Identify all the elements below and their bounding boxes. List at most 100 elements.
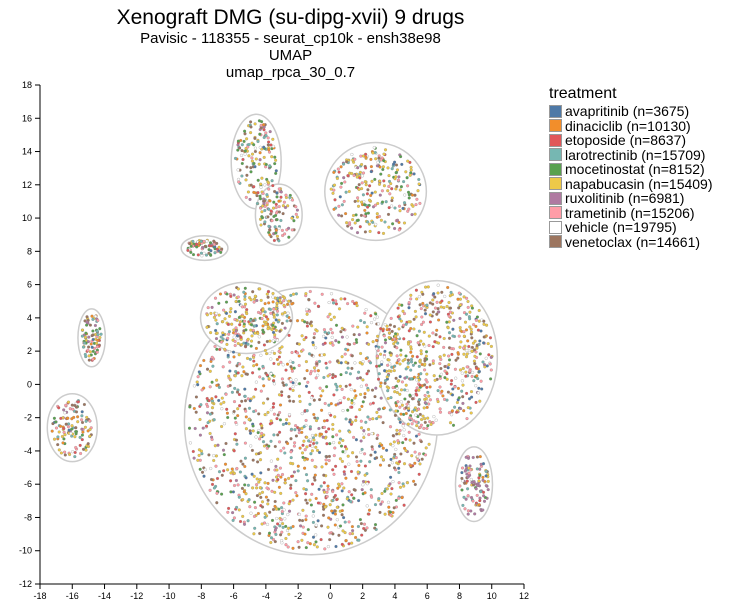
scatter-point — [354, 213, 358, 217]
scatter-point — [96, 318, 100, 323]
scatter-point — [281, 381, 285, 385]
scatter-point — [278, 346, 282, 351]
scatter-point — [312, 398, 316, 402]
scatter-point — [256, 511, 260, 516]
scatter-point — [260, 424, 264, 428]
scatter-point — [389, 442, 393, 446]
scatter-point — [210, 399, 215, 403]
scatter-point — [187, 426, 192, 430]
scatter-point — [352, 342, 356, 346]
scatter-point — [87, 358, 91, 362]
scatter-point — [398, 375, 402, 379]
scatter-point — [81, 345, 86, 349]
scatter-point — [228, 360, 232, 364]
scatter-point — [273, 296, 277, 300]
scatter-point — [406, 365, 410, 369]
scatter-point — [304, 492, 308, 496]
scatter-point — [373, 395, 377, 399]
scatter-point — [228, 369, 232, 373]
scatter-point — [415, 197, 419, 201]
scatter-point — [71, 407, 75, 411]
scatter-point — [322, 481, 326, 485]
scatter-point — [93, 323, 97, 328]
scatter-point — [312, 543, 316, 547]
scatter-point — [355, 459, 359, 464]
scatter-point — [389, 353, 393, 357]
scatter-point — [397, 327, 401, 331]
scatter-point — [447, 331, 452, 335]
scatter-point — [271, 478, 275, 482]
scatter-point — [390, 204, 394, 208]
scatter-point — [426, 285, 430, 289]
scatter-point — [383, 341, 388, 345]
scatter-point — [266, 136, 270, 140]
scatter-point — [340, 459, 344, 463]
scatter-point — [251, 424, 255, 428]
scatter-point — [84, 419, 88, 423]
scatter-point — [259, 434, 263, 438]
scatter-point — [290, 369, 294, 373]
scatter-point — [333, 512, 337, 516]
scatter-point — [256, 139, 260, 144]
y-tick-label: -4 — [24, 446, 32, 456]
scatter-point — [366, 415, 370, 419]
scatter-point — [309, 503, 313, 507]
scatter-point — [222, 400, 226, 404]
scatter-point — [402, 412, 406, 416]
scatter-point — [252, 143, 256, 147]
scatter-point — [357, 499, 361, 503]
scatter-point — [295, 494, 299, 498]
scatter-point — [210, 355, 214, 359]
scatter-point — [291, 385, 295, 389]
scatter-point — [393, 334, 398, 338]
scatter-point — [262, 123, 266, 127]
scatter-point — [382, 406, 386, 410]
scatter-point — [486, 342, 490, 346]
scatter-point — [216, 443, 220, 447]
scatter-point — [448, 310, 452, 314]
scatter-point — [364, 356, 368, 361]
scatter-point — [458, 316, 462, 321]
scatter-point — [479, 329, 483, 333]
scatter-point — [252, 532, 256, 536]
scatter-point — [79, 451, 83, 456]
scatter-point — [253, 500, 257, 504]
scatter-point — [413, 450, 417, 454]
scatter-point — [215, 501, 219, 505]
scatter-point — [472, 348, 477, 352]
scatter-point — [423, 383, 427, 387]
scatter-point — [344, 384, 348, 388]
scatter-point — [305, 321, 309, 325]
scatter-point — [339, 165, 343, 169]
scatter-point — [91, 333, 95, 337]
scatter-point — [226, 468, 230, 472]
scatter-point — [380, 200, 385, 204]
scatter-point — [432, 292, 436, 296]
scatter-point — [333, 523, 337, 527]
scatter-point — [351, 213, 356, 218]
scatter-point — [471, 341, 475, 345]
scatter-point — [347, 542, 351, 546]
scatter-point — [188, 405, 192, 409]
scatter-point — [288, 387, 292, 391]
scatter-point — [240, 161, 244, 166]
scatter-point — [277, 210, 281, 214]
scatter-point — [465, 417, 469, 421]
scatter-point — [390, 199, 394, 203]
scatter-point — [263, 183, 267, 187]
scatter-point — [259, 389, 263, 393]
scatter-point — [343, 180, 347, 184]
scatter-point — [256, 310, 261, 314]
scatter-point — [287, 422, 291, 426]
scatter-point — [402, 433, 406, 438]
scatter-point — [388, 510, 392, 514]
scatter-point — [486, 479, 490, 483]
scatter-point — [391, 434, 395, 438]
scatter-point — [357, 463, 361, 468]
scatter-point — [198, 417, 202, 422]
scatter-point — [482, 341, 486, 345]
scatter-point — [232, 449, 236, 453]
scatter-point — [205, 396, 209, 401]
scatter-point — [282, 299, 286, 303]
scatter-point — [214, 454, 218, 458]
